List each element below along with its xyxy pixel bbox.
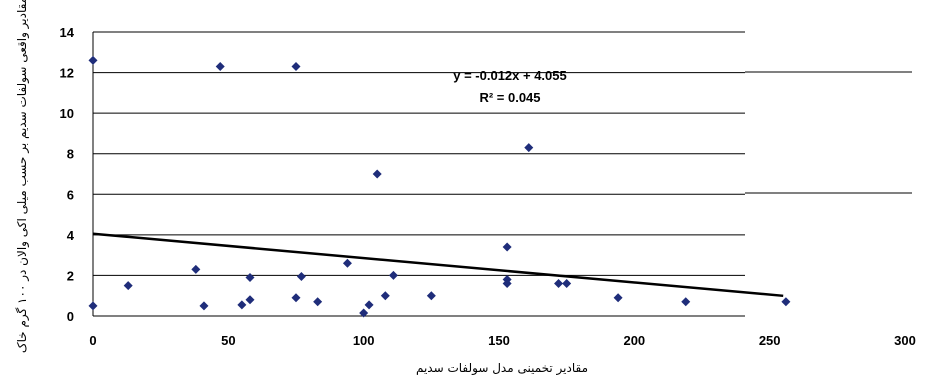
data-point	[245, 295, 255, 305]
data-point	[562, 279, 572, 289]
trendline	[92, 232, 784, 298]
x-tick-label: 250	[759, 333, 781, 348]
data-point	[372, 169, 382, 179]
y-tick-label: 8	[67, 147, 74, 162]
data-point	[502, 242, 512, 252]
data-point	[524, 143, 534, 153]
y-tick-label: 4	[67, 228, 75, 243]
data-point	[291, 61, 301, 71]
data-point	[342, 258, 352, 268]
r-squared-label: R² = 0.045	[479, 90, 540, 105]
y-tick-label: 14	[60, 25, 75, 40]
y-tick-label: 10	[60, 106, 74, 121]
data-point	[681, 297, 691, 307]
y-tick-label: 0	[67, 309, 74, 324]
data-point	[215, 61, 225, 71]
x-tick-label: 300	[894, 333, 916, 348]
data-point	[359, 308, 369, 318]
data-point	[380, 291, 390, 301]
data-points	[88, 55, 791, 318]
y-axis-title: مقادیر واقعی سولفات سدیم بر حسب میلی اکی…	[15, 0, 30, 353]
data-point	[88, 301, 98, 311]
data-point	[291, 293, 301, 303]
data-point	[296, 271, 306, 281]
x-tick-label: 100	[353, 333, 375, 348]
data-point	[199, 301, 209, 311]
data-point	[88, 55, 98, 65]
data-point	[313, 297, 323, 307]
data-point	[613, 293, 623, 303]
data-point	[364, 300, 374, 310]
data-point	[123, 281, 133, 291]
x-tick-label: 50	[221, 333, 235, 348]
data-point	[191, 264, 201, 274]
data-point	[388, 270, 398, 280]
data-point	[237, 300, 247, 310]
trendline-group	[92, 232, 784, 298]
x-tick-label: 0	[89, 333, 96, 348]
x-tick-label: 150	[488, 333, 510, 348]
data-point	[781, 297, 791, 307]
data-point	[426, 291, 436, 301]
data-point	[245, 272, 255, 282]
y-tick-label: 12	[60, 66, 74, 81]
y-tick-label: 6	[67, 187, 74, 202]
data-point	[502, 279, 512, 289]
data-point	[554, 279, 564, 289]
y-tick-label: 2	[67, 268, 74, 283]
x-tick-label: 200	[623, 333, 645, 348]
x-axis-title: مقادیر تخمینی مدل سولفات سدیم	[416, 361, 588, 376]
tick-labels: 0 2 4 6 8 10 12 14 0 50 100 150 200 250 300	[60, 25, 916, 348]
gridlines	[93, 31, 912, 276]
trendline-equation: y = -0.012x + 4.055	[453, 68, 566, 83]
axes	[92, 32, 745, 317]
